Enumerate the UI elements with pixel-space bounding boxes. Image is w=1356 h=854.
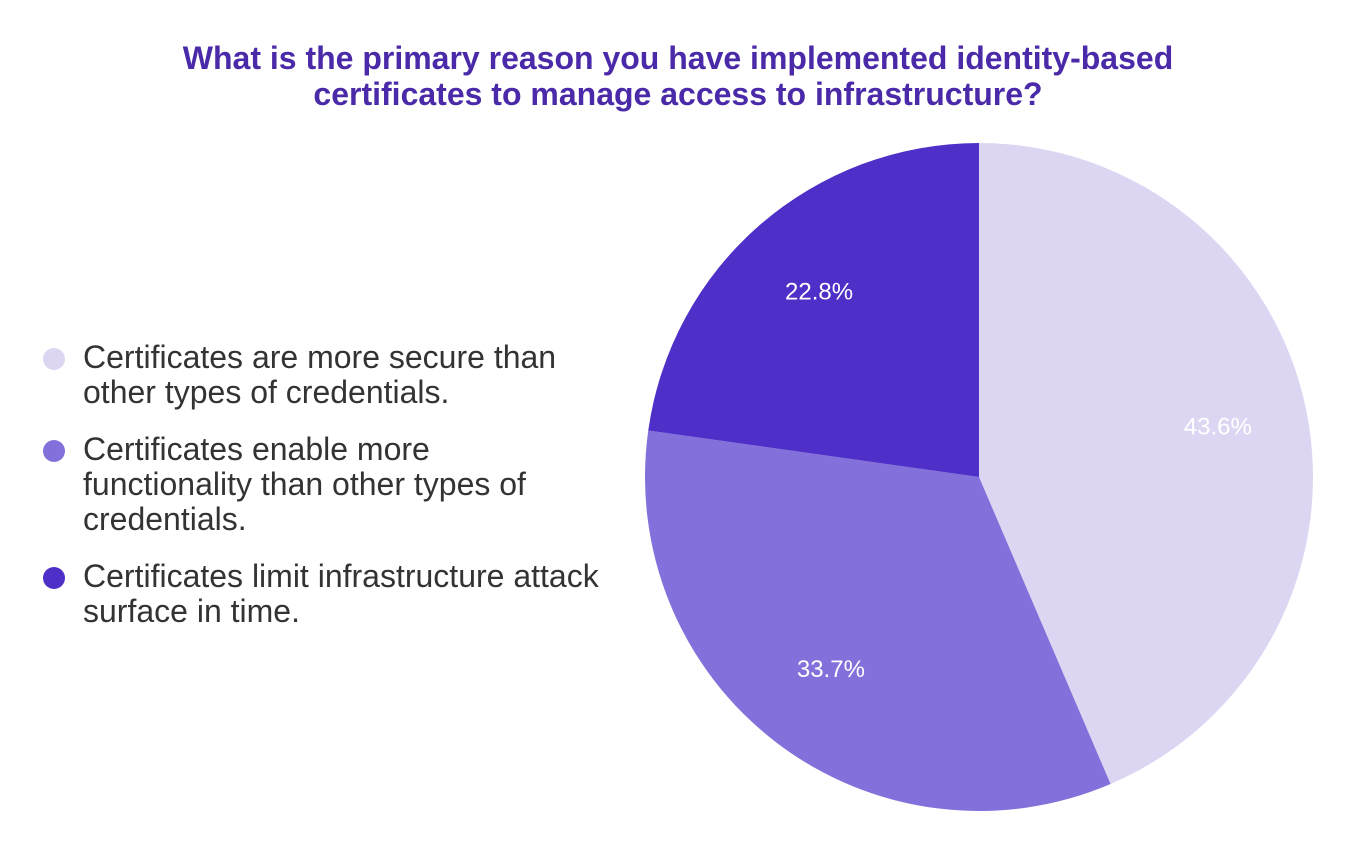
legend-label: Certificates are more secure than other … <box>83 339 557 410</box>
legend-marker <box>43 440 65 462</box>
legend-label: Certificates enable more functionality t… <box>83 431 526 537</box>
legend-marker <box>43 348 65 370</box>
chart-title: What is the primary reason you have impl… <box>182 40 1174 112</box>
pie-slice <box>645 430 1111 811</box>
legend-item: Certificates enable more functionality t… <box>40 432 603 537</box>
pie-slice <box>979 143 1314 784</box>
title-box: What is the primary reason you have impl… <box>0 40 1356 112</box>
legend-item: Certificates are more secure than other … <box>40 340 603 410</box>
legend-item: Certificates limit infrastructure attack… <box>40 559 603 629</box>
legend-marker <box>43 567 65 589</box>
data-label: 43.6% <box>1184 413 1252 440</box>
data-label: 22.8% <box>785 278 853 305</box>
data-label: 33.7% <box>797 656 865 683</box>
legend-label: Certificates limit infrastructure attack… <box>83 558 599 629</box>
legend: Certificates are more secure than other … <box>40 340 603 651</box>
pie-slice <box>648 143 979 477</box>
